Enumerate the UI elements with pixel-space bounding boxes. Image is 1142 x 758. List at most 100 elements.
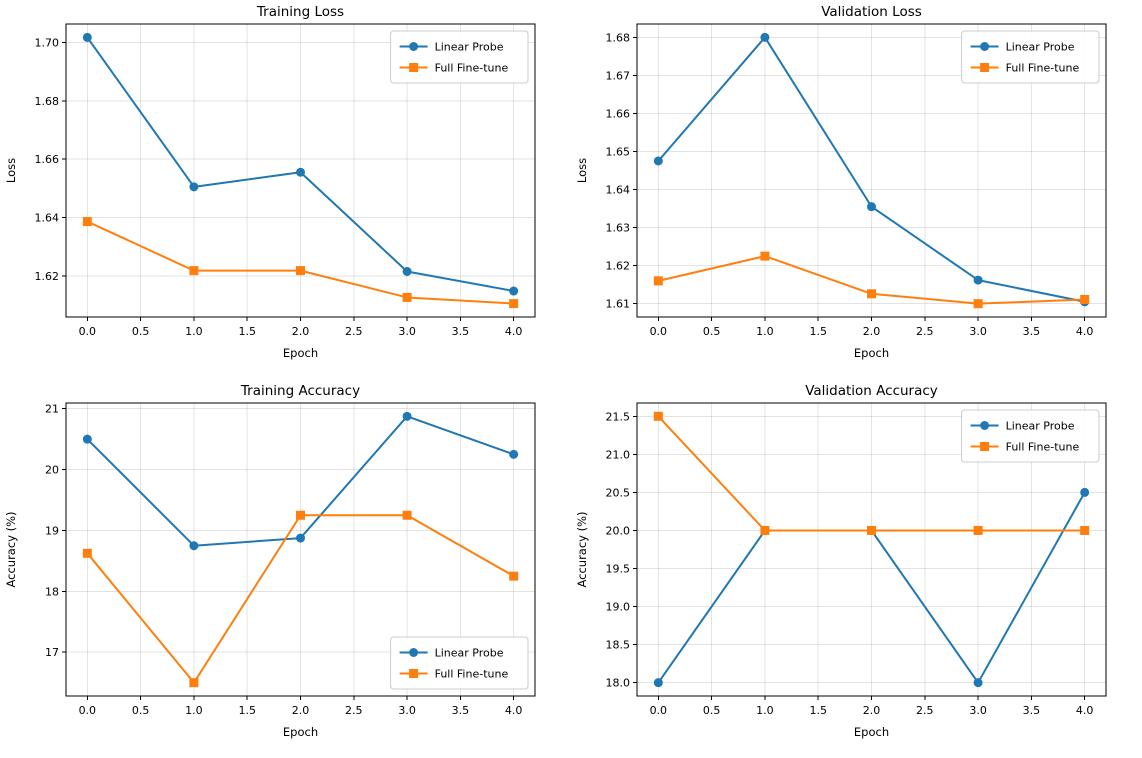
x-tick-label: 3.5 xyxy=(452,704,470,717)
x-axis-label: Epoch xyxy=(283,725,318,739)
x-tick-label: 3.5 xyxy=(452,325,470,338)
marker-linear-probe xyxy=(653,156,663,166)
legend-label-full-fine-tune: Full Fine-tune xyxy=(435,62,509,75)
marker-full-fine-tune xyxy=(1080,525,1090,535)
chart-title: Training Accuracy xyxy=(240,383,360,399)
marker-linear-probe xyxy=(189,182,199,192)
y-tick-label: 1.68 xyxy=(35,95,60,108)
x-tick-label: 0.5 xyxy=(703,704,721,717)
x-axis-label: Epoch xyxy=(854,725,889,739)
marker-linear-probe xyxy=(653,678,663,688)
y-tick-label: 18 xyxy=(45,585,59,598)
y-axis-label: Loss xyxy=(575,158,589,183)
y-tick-label: 1.63 xyxy=(606,222,631,235)
y-tick-label: 18.0 xyxy=(606,677,631,690)
marker-linear-probe xyxy=(973,678,983,688)
legend-marker-full-fine-tune xyxy=(409,63,419,72)
marker-linear-probe xyxy=(402,266,412,276)
legend-label-full-fine-tune: Full Fine-tune xyxy=(435,668,509,681)
x-tick-label: 1.5 xyxy=(809,704,827,717)
x-tick-label: 2.5 xyxy=(345,325,363,338)
x-tick-label: 4.0 xyxy=(1076,325,1094,338)
legend-marker-linear-probe xyxy=(980,421,990,430)
marker-full-fine-tune xyxy=(653,276,663,286)
y-tick-label: 1.68 xyxy=(606,31,631,44)
y-tick-label: 1.64 xyxy=(35,211,60,224)
legend-label-full-fine-tune: Full Fine-tune xyxy=(1006,441,1080,454)
chart-title: Validation Accuracy xyxy=(805,383,938,399)
marker-full-fine-tune xyxy=(867,525,876,535)
x-axis-label: Epoch xyxy=(854,346,889,360)
legend-marker-linear-probe xyxy=(409,42,419,51)
x-axis-label: Epoch xyxy=(283,346,318,360)
marker-linear-probe xyxy=(82,434,92,444)
x-tick-label: 0.5 xyxy=(703,325,721,338)
y-tick-label: 19.5 xyxy=(606,563,631,576)
y-tick-label: 20.5 xyxy=(606,486,631,499)
marker-linear-probe xyxy=(867,202,876,212)
legend-marker-linear-probe xyxy=(409,648,419,657)
y-tick-label: 1.66 xyxy=(606,107,631,120)
marker-full-fine-tune xyxy=(509,571,519,581)
x-tick-label: 2.0 xyxy=(292,325,310,338)
x-tick-label: 3.0 xyxy=(398,325,416,338)
legend-marker-full-fine-tune xyxy=(980,63,990,72)
x-tick-label: 3.0 xyxy=(969,704,987,717)
y-tick-label: 17 xyxy=(45,646,59,659)
marker-linear-probe xyxy=(296,533,305,543)
x-tick-label: 0.0 xyxy=(79,704,97,717)
validation-loss-chart: 0.0 0.5 1.0 1.5 2.0 2.5 3.0 3.5 4.0 1.61 1.62 1.63 1… xyxy=(575,4,1107,360)
marker-full-fine-tune xyxy=(867,289,876,299)
legend-marker-full-fine-tune xyxy=(409,669,419,678)
marker-full-fine-tune xyxy=(509,299,519,309)
x-tick-label: 3.0 xyxy=(969,325,987,338)
marker-full-fine-tune xyxy=(82,548,92,558)
x-tick-label: 2.5 xyxy=(916,704,934,717)
marker-full-fine-tune xyxy=(1080,294,1090,304)
y-tick-label: 1.62 xyxy=(35,270,60,283)
marker-full-fine-tune xyxy=(973,525,983,535)
x-tick-label: 0.5 xyxy=(132,325,150,338)
legend: Linear Probe Full Fine-tune xyxy=(961,409,1100,463)
y-tick-label: 1.70 xyxy=(35,36,60,49)
y-axis-label: Accuracy (%) xyxy=(4,511,18,587)
training-accuracy-chart: 0.0 0.5 1.0 1.5 2.0 2.5 3.0 3.5 4.0 17 18 19 20 21 Tra… xyxy=(4,383,536,739)
legend-label-full-fine-tune: Full Fine-tune xyxy=(1006,62,1080,75)
chart-title: Validation Loss xyxy=(821,4,922,20)
marker-full-fine-tune xyxy=(296,510,305,520)
marker-linear-probe xyxy=(509,286,519,296)
marker-linear-probe xyxy=(760,32,770,42)
x-tick-label: 1.0 xyxy=(185,704,203,717)
legend-label-linear-probe: Linear Probe xyxy=(1006,420,1075,433)
marker-linear-probe xyxy=(189,541,199,551)
legend-marker-full-fine-tune xyxy=(980,442,990,451)
y-tick-label: 21 xyxy=(45,403,59,416)
marker-full-fine-tune xyxy=(973,299,983,309)
marker-full-fine-tune xyxy=(189,678,199,688)
x-tick-label: 1.5 xyxy=(238,325,256,338)
y-tick-label: 20.0 xyxy=(606,524,631,537)
marker-linear-probe xyxy=(402,411,412,421)
y-tick-label: 18.5 xyxy=(606,639,631,652)
y-tick-label: 1.66 xyxy=(35,153,60,166)
x-tick-label: 1.5 xyxy=(238,704,256,717)
marker-full-fine-tune xyxy=(760,525,770,535)
marker-full-fine-tune xyxy=(296,266,305,276)
subplot-validation-accuracy: 0.0 0.5 1.0 1.5 2.0 2.5 3.0 3.5 4.0 18.0 18.5 19.0 1… xyxy=(571,379,1142,758)
y-tick-label: 1.67 xyxy=(606,69,631,82)
x-tick-label: 2.0 xyxy=(292,704,310,717)
x-tick-label: 0.0 xyxy=(79,325,97,338)
x-tick-label: 3.5 xyxy=(1023,325,1041,338)
legend-label-linear-probe: Linear Probe xyxy=(1006,41,1075,54)
legend: Linear Probe Full Fine-tune xyxy=(390,30,529,84)
y-axis-label: Accuracy (%) xyxy=(575,511,589,587)
marker-full-fine-tune xyxy=(402,292,412,302)
x-tick-label: 0.0 xyxy=(650,704,668,717)
x-tick-label: 4.0 xyxy=(505,325,523,338)
legend-label-linear-probe: Linear Probe xyxy=(435,647,504,660)
marker-linear-probe xyxy=(973,275,983,285)
y-tick-label: 19 xyxy=(45,524,59,537)
x-tick-label: 0.0 xyxy=(650,325,668,338)
marker-linear-probe xyxy=(296,167,305,177)
x-tick-label: 3.5 xyxy=(1023,704,1041,717)
